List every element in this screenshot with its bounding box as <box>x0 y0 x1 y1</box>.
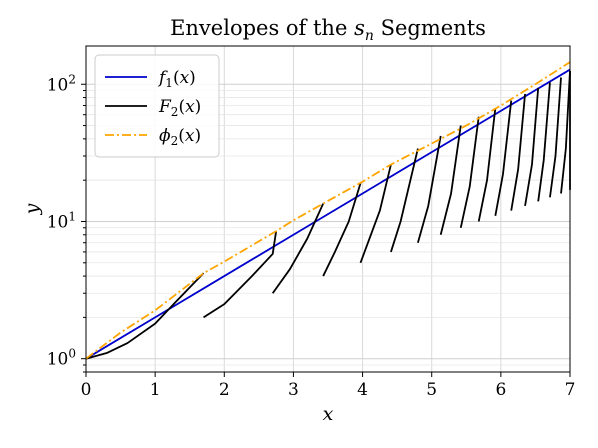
legend-label-2: F2(x) <box>158 97 201 119</box>
grid <box>85 46 571 373</box>
chart-title: Envelopes of the sn Segments <box>170 16 486 44</box>
y-tick-label: 100 <box>47 347 76 370</box>
y-axis-label: y <box>21 203 43 215</box>
x-tick-label: 2 <box>219 380 230 400</box>
series-line-2 <box>439 125 462 235</box>
series-line-2 <box>549 77 562 198</box>
x-tick-label: 7 <box>565 380 576 400</box>
x-tick-label: 6 <box>495 380 506 400</box>
x-tick-label: 1 <box>150 380 161 400</box>
series-line-2 <box>417 135 442 243</box>
series-line-2 <box>322 182 362 277</box>
legend: f1(x) F2(x) ϕ2(x) <box>94 54 220 158</box>
x-axis: 0 1 2 3 4 5 6 7 <box>81 372 576 400</box>
y-tick-label: 102 <box>47 72 76 95</box>
x-tick-label: 4 <box>357 380 368 400</box>
plot-frame <box>85 45 571 373</box>
y-tick-label: 101 <box>47 209 76 232</box>
series-line-2 <box>560 70 571 194</box>
series-line-2 <box>85 272 205 360</box>
series-line-2 <box>510 93 526 211</box>
legend-box <box>94 54 220 158</box>
series-line-2 <box>537 82 551 202</box>
x-axis-label: x <box>323 403 334 425</box>
x-tick-label: 0 <box>81 380 92 400</box>
x-tick-label: 3 <box>288 380 299 400</box>
series-line-2 <box>524 87 540 206</box>
x-tick-label: 5 <box>426 380 437 400</box>
series-line-3 <box>85 61 571 360</box>
series-line-2 <box>477 108 497 222</box>
y-axis: 100 101 102 <box>47 72 86 373</box>
legend-label-3: ϕ2(x) <box>159 126 201 148</box>
series-line-2 <box>359 164 392 264</box>
series-line-2 <box>494 100 513 216</box>
series-line-2 <box>203 231 278 319</box>
series-line-2 <box>390 148 419 253</box>
series-line-2 <box>271 203 324 294</box>
legend-label-1: f1(x) <box>157 68 196 90</box>
series-line-2 <box>459 116 480 228</box>
